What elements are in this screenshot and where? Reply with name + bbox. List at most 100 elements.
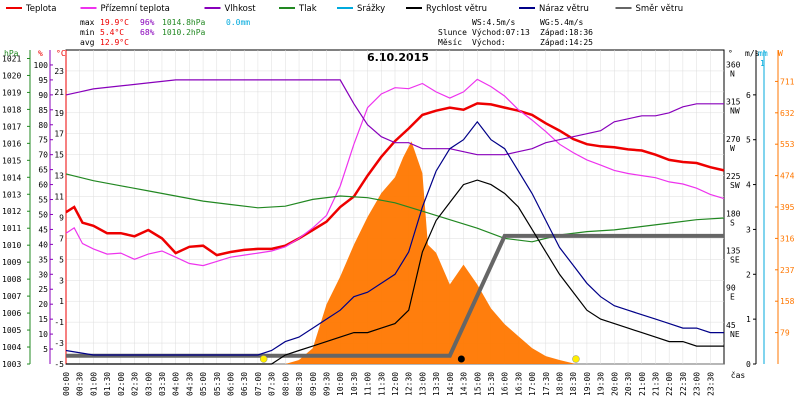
hpa-tick: 1006 xyxy=(2,309,21,318)
legend-label: Přízemní teplota xyxy=(101,4,170,14)
x-tick-label: 05:30 xyxy=(213,372,222,396)
celsius-tick: 23 xyxy=(54,67,64,76)
pct-tick: 95 xyxy=(38,76,48,85)
stat-wg: WG:5.4m/s xyxy=(540,18,584,27)
hpa-tick: 1007 xyxy=(2,292,21,301)
x-tick-label: 14:00 xyxy=(446,372,455,396)
pct-tick: 50 xyxy=(38,210,48,219)
x-tick-label: 10:00 xyxy=(336,372,345,396)
hpa-tick: 1008 xyxy=(2,275,21,284)
pct-tick: 5 xyxy=(43,345,48,354)
hpa-tick: 1005 xyxy=(2,326,21,335)
pct-tick: 55 xyxy=(38,196,48,205)
compass-label: NE xyxy=(730,330,740,339)
stat-temp: 5.4°C xyxy=(100,28,124,37)
legend-label: Rychlost větru xyxy=(426,4,487,14)
x-tick-label: 15:00 xyxy=(473,372,482,396)
compass-label: S xyxy=(730,218,735,227)
deg-tick: 90 xyxy=(726,284,736,293)
x-tick-label: 17:30 xyxy=(542,372,551,396)
hpa-tick: 1016 xyxy=(2,139,21,148)
x-tick-label: 07:30 xyxy=(268,372,277,396)
x-tick-label: 23:30 xyxy=(706,372,715,396)
x-tick-label: 08:00 xyxy=(281,372,290,396)
w-unit: W xyxy=(778,49,783,58)
compass-label: SE xyxy=(730,255,740,264)
deg-tick: 135 xyxy=(726,246,741,255)
deg-tick: 315 xyxy=(726,98,741,107)
hpa-tick: 1012 xyxy=(2,207,21,216)
x-tick-label: 01:30 xyxy=(103,372,112,396)
x-tick-label: 00:00 xyxy=(62,372,71,396)
compass-label: E xyxy=(730,293,735,302)
sun-label: Slunce xyxy=(438,28,467,37)
ms-tick: 0 xyxy=(746,360,751,369)
pct-tick: 75 xyxy=(38,136,48,145)
celsius-tick: 19 xyxy=(54,109,64,118)
celsius-tick: 15 xyxy=(54,151,64,160)
stat-rain: 0.0mm xyxy=(226,18,250,27)
deg-tick: 180 xyxy=(726,209,741,218)
stat-press: 1014.8hPa xyxy=(162,18,206,27)
stat-press: 1010.2hPa xyxy=(162,28,206,37)
x-tick-label: 22:30 xyxy=(679,372,688,396)
w-tick: 79 xyxy=(780,329,790,338)
pct-tick: 25 xyxy=(38,285,48,294)
w-tick: 395 xyxy=(780,203,795,212)
x-tick-label: 09:00 xyxy=(309,372,318,396)
pct-tick: 60 xyxy=(38,181,48,190)
pct-tick: 35 xyxy=(38,255,48,264)
x-tick-label: 04:00 xyxy=(172,372,181,396)
pct-unit: % xyxy=(38,49,43,58)
hpa-tick: 1009 xyxy=(2,258,21,267)
moon-label: Měsíc xyxy=(438,38,462,47)
pct-tick: 30 xyxy=(38,270,48,279)
x-tick-label: 17:00 xyxy=(528,372,537,396)
celsius-tick: 1 xyxy=(59,297,64,306)
celsius-tick: -5 xyxy=(54,360,64,369)
series-slune-n-z-en- xyxy=(66,141,724,364)
compass-label: NW xyxy=(730,107,740,116)
hpa-tick: 1011 xyxy=(2,224,21,233)
x-tick-label: 04:30 xyxy=(185,372,194,396)
stat-ws: WS:4.5m/s xyxy=(472,18,516,27)
legend-label: Tlak xyxy=(298,4,317,14)
x-tick-label: 12:30 xyxy=(405,372,414,396)
x-tick-label: 16:30 xyxy=(514,372,523,396)
ms-tick: 5 xyxy=(746,136,751,145)
sunrise-text: Východ:07:13 xyxy=(472,28,530,37)
series-tlak xyxy=(65,173,725,243)
deg-unit: ° xyxy=(728,49,733,58)
x-tick-label: 14:30 xyxy=(460,372,469,396)
pct-tick: 20 xyxy=(38,300,48,309)
x-tick-label: 13:00 xyxy=(418,372,427,396)
legend-label: Směr větru xyxy=(636,4,684,14)
deg-tick: 270 xyxy=(726,135,741,144)
w-tick: 474 xyxy=(780,172,795,181)
x-tick-label: 15:30 xyxy=(487,372,496,396)
pct-tick: 90 xyxy=(38,91,48,100)
series-rychlost-v-tru xyxy=(66,179,724,365)
x-tick-label: 03:00 xyxy=(144,372,153,396)
moonset-text: Západ:14:25 xyxy=(540,38,593,47)
hpa-tick: 1021 xyxy=(2,54,21,63)
ms-tick: 2 xyxy=(746,270,751,279)
pct-tick: 100 xyxy=(34,61,49,70)
w-tick: 316 xyxy=(780,234,795,243)
hpa-tick: 1019 xyxy=(2,88,21,97)
celsius-unit: °C xyxy=(56,49,66,58)
deg-tick: 225 xyxy=(726,172,741,181)
celsius-tick: 3 xyxy=(59,276,64,285)
x-tick-label: 22:00 xyxy=(665,372,674,396)
x-tick-label: 07:00 xyxy=(254,372,263,396)
w-tick: 711 xyxy=(780,77,795,86)
compass-label: SW xyxy=(730,181,740,190)
w-tick: 237 xyxy=(780,266,795,275)
legend-label: Náraz větru xyxy=(539,4,589,14)
stat-hum: 96% xyxy=(140,18,155,27)
pct-tick: 15 xyxy=(38,315,48,324)
ms-tick: 6 xyxy=(746,91,751,100)
x-tick-label: 06:00 xyxy=(227,372,236,396)
moonrise-text: Východ: xyxy=(472,38,506,47)
